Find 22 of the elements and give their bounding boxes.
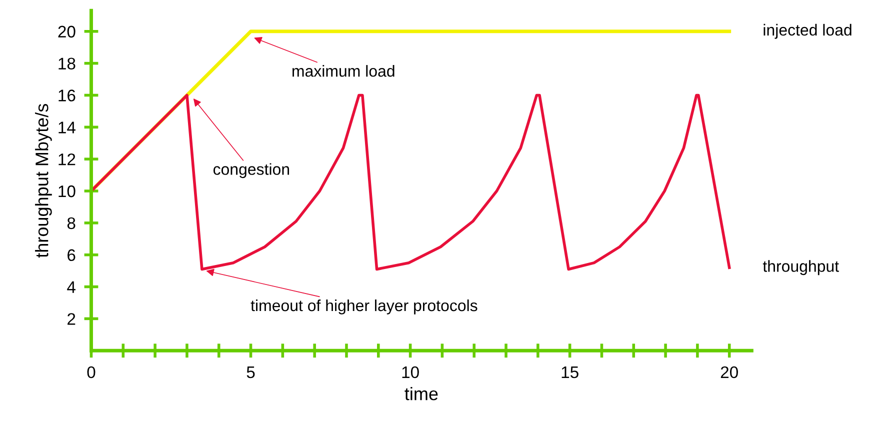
x-tick-label: 5 (246, 366, 255, 378)
x-tick-label: 10 (402, 366, 419, 378)
x-tick-label: 15 (562, 366, 578, 378)
y-tick-label: 12 (58, 153, 76, 166)
x-axis-title: time (404, 386, 438, 400)
annotation: timeout of higher layer protocols (250, 299, 478, 314)
y-tick-label: 2 (68, 313, 76, 325)
y-tick-label: 16 (58, 90, 76, 102)
y-tick-label: 14 (58, 122, 76, 134)
x-tick-label: 0 (87, 366, 96, 378)
annotation: congestion (213, 163, 290, 178)
x-tick-label: 20 (720, 366, 738, 378)
text: injected load (764, 24, 852, 39)
annotation: maximum load (292, 65, 394, 77)
y-tick-label: 20 (58, 26, 76, 38)
y-tick-label: 18 (58, 58, 76, 70)
y-axis-title: throughput Mbyte/s (35, 104, 52, 258)
y-tick-label: 10 (58, 185, 76, 198)
y-tick-label: 6 (68, 249, 76, 262)
y-tick-label: 4 (67, 281, 76, 293)
text: throughput (762, 260, 839, 276)
y-tick-label: 8 (67, 217, 76, 230)
